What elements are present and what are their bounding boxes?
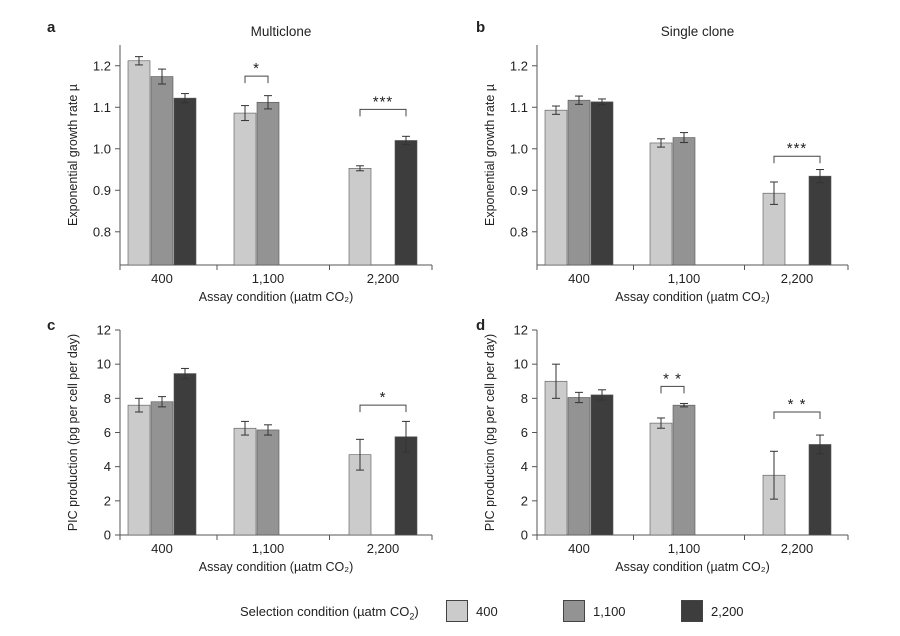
y-tick-label: 8 [521,391,528,406]
bar-1100-400 [150,401,174,536]
bar-400-400 [127,404,151,536]
significance-label: * * [663,370,682,387]
significance-bracket [773,411,821,419]
y-tick-label: 0.9 [93,183,111,198]
x-tick-label: 1,100 [252,541,285,556]
y-axis-label: Exponential growth rate µ [483,84,497,226]
bar-1100-1100 [672,404,696,536]
y-tick-label: 1.2 [93,58,111,73]
panel-letter-a: a [47,19,56,36]
y-tick-label: 12 [97,323,111,338]
y-tick-label: 4 [521,459,528,474]
x-axis-label: Assay condition (µatm CO₂) [615,290,769,304]
bar-400-2200 [348,167,372,266]
x-tick-label: 400 [151,541,173,556]
bar-2200-400 [590,101,614,266]
bar-2200-2200 [808,175,832,266]
x-tick-label: 1,100 [252,271,285,286]
significance-bracket [359,108,407,117]
bar-400-1100 [649,422,673,536]
y-tick-label: 1.1 [510,100,528,115]
y-axis-label: PIC production (pg per cell per day) [483,334,497,531]
x-tick-label: 2,200 [781,541,814,556]
y-tick-label: 6 [521,425,528,440]
significance-bracket [660,385,685,394]
significance-label: *** [373,93,394,110]
bar-400-1100 [649,142,673,266]
panel-d: d 0 2 4 6 8 10 12 400 1,100 2,200 Assay condition (… [476,317,849,574]
x-tick-label: 400 [151,271,173,286]
bar-2200-2200 [808,444,832,536]
bar-1100-400 [150,76,174,266]
x-tick-label: 1,100 [668,541,701,556]
y-tick-label: 10 [97,357,111,372]
y-tick-label: 4 [104,459,111,474]
bar-2200-400 [173,97,197,266]
bar-1100-400 [567,99,591,266]
significance-bracket [773,155,821,164]
x-tick-label: 400 [568,271,590,286]
y-tick-label: 0 [521,528,528,543]
bar-1100-1100 [256,429,280,536]
bar-400-1100 [233,112,257,266]
significance-bracket [244,75,269,84]
panel-title-b: Single clone [661,24,735,39]
legend-swatch-400 [446,600,468,622]
y-tick-label: 10 [514,357,528,372]
panel-c: c 0 2 4 6 8 10 12 400 1,100 2,200 Assay condition (… [47,317,433,574]
bar-2200-400 [173,373,197,536]
y-tick-label: 0.8 [510,224,528,239]
significance-label: *** [787,140,808,157]
bar-400-1100 [233,427,257,536]
bar-400-400 [544,380,568,536]
bar-400-400 [127,60,151,266]
y-tick-label: 0.8 [93,224,111,239]
y-tick-label: 0.9 [510,183,528,198]
x-axis-label: Assay condition (µatm CO₂) [199,290,353,304]
x-tick-label: 2,200 [367,271,400,286]
bar-2200-400 [590,394,614,536]
y-tick-label: 12 [514,323,528,338]
legend-label-400: 400 [476,604,498,619]
significance-label: * [253,60,260,77]
y-tick-label: 2 [104,493,111,508]
bar-1100-1100 [672,137,696,266]
bar-400-400 [544,109,568,266]
x-tick-label: 2,200 [781,271,814,286]
legend-label-2200: 2,200 [711,604,744,619]
y-tick-label: 0 [104,528,111,543]
panel-letter-d: d [476,317,485,334]
legend-title: Selection condition (µatm CO2) [240,604,419,622]
legend-label-1100: 1,100 [593,604,626,619]
legend: Selection condition (µatm CO2) 400 1,100… [0,598,900,628]
panel-b: b Single clone 0.8 0.9 1.0 1.1 1.2 400 1,100 2,20… [476,19,849,304]
x-axis-label: Assay condition (µatm CO₂) [199,560,353,574]
y-tick-label: 1.2 [510,58,528,73]
x-axis-label: Assay condition (µatm CO₂) [615,560,769,574]
panel-letter-c: c [47,317,55,334]
x-tick-label: 2,200 [367,541,400,556]
significance-bracket [359,404,407,413]
legend-swatch-2200 [681,600,703,622]
y-tick-label: 2 [521,493,528,508]
y-tick-label: 8 [104,391,111,406]
y-axis-label: PIC production (pg per cell per day) [66,334,80,531]
y-tick-label: 1.0 [93,141,111,156]
x-tick-label: 400 [568,541,590,556]
significance-label: * [380,389,387,406]
panel-title-a: Multiclone [251,24,312,39]
panel-letter-b: b [476,19,485,36]
significance-label: * * [788,396,807,413]
panel-a: a Multiclone 0.8 0.9 1.0 1.1 1.2 400 1,100 2,200 A… [47,19,433,304]
y-tick-label: 1.1 [93,100,111,115]
bar-2200-2200 [394,140,418,266]
x-tick-label: 1,100 [668,271,701,286]
bar-1100-400 [567,397,591,536]
y-axis-label: Exponential growth rate µ [66,84,80,226]
legend-swatch-1100 [563,600,585,622]
bar-1100-1100 [256,101,280,266]
y-tick-label: 1.0 [510,141,528,156]
y-tick-label: 6 [104,425,111,440]
